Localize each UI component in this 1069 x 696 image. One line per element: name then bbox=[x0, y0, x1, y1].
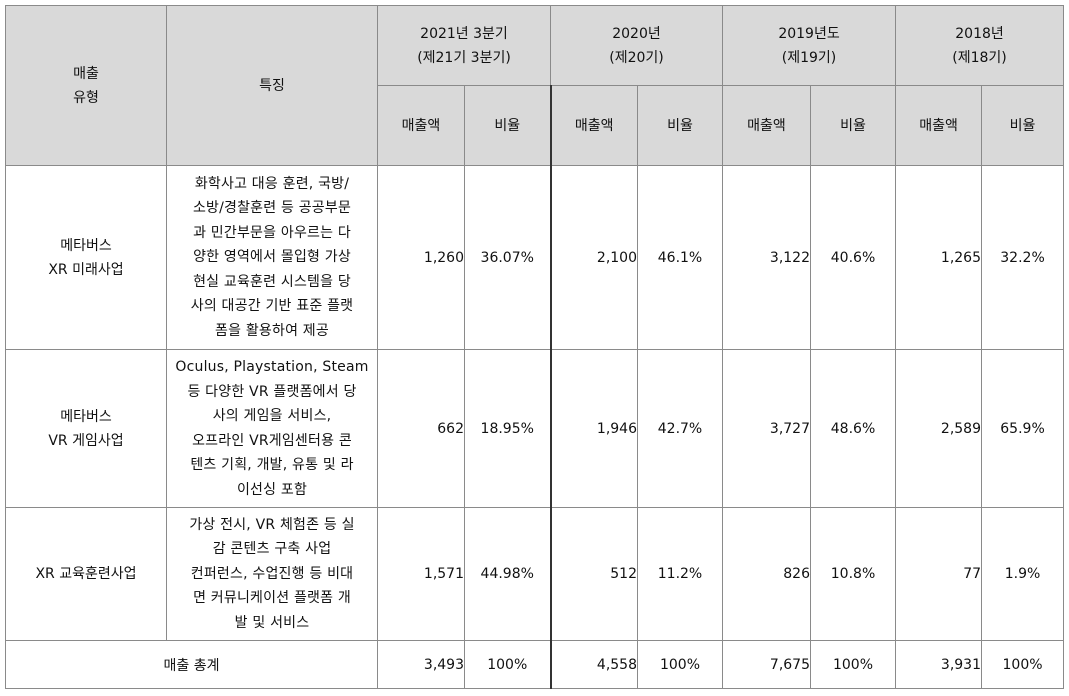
total-ratio: 100% bbox=[464, 640, 551, 689]
table-row: 메타버스 VR 게임사업 Oculus, Playstation, Steam … bbox=[5, 349, 1065, 508]
description-line: 소방/경찰훈련 등 공공부문 bbox=[192, 200, 352, 217]
ratio-cell: 1.9% bbox=[981, 507, 1065, 641]
ratio-cell: 40.6% bbox=[809, 165, 897, 350]
table-row: 메타버스 XR 미래사업 화학사고 대응 훈련, 국방/ 소방/경찰훈련 등 공… bbox=[5, 165, 1065, 350]
header-sales-amount: 매출액 bbox=[549, 85, 638, 166]
sales-amount-cell: 512 bbox=[549, 507, 638, 641]
header-period-2021q3: 2021년 3분기 (제21기 3분기) bbox=[377, 5, 551, 86]
header-sales-amount: 매출액 bbox=[377, 85, 465, 166]
period-term: (제21기 3분기) bbox=[417, 49, 511, 66]
description-line: 컨퍼런스, 수업진행 등 비대 bbox=[190, 565, 354, 582]
sales-amount-cell: 826 bbox=[722, 507, 811, 641]
description-line: 화학사고 대응 훈련, 국방/ bbox=[194, 175, 350, 192]
total-sales-amount: 3,931 bbox=[895, 640, 983, 689]
header-feature: 특징 bbox=[166, 5, 378, 166]
header-sales-type-line2: 유형 bbox=[73, 89, 99, 106]
description-line: 폼을 활용하여 제공 bbox=[215, 322, 329, 339]
header-ratio: 비율 bbox=[464, 85, 551, 166]
sales-amount-cell: 2,589 bbox=[895, 349, 983, 508]
ratio-cell: 48.6% bbox=[809, 349, 897, 508]
sales-type-line2: VR 게임사업 bbox=[48, 432, 124, 449]
feature-description: Oculus, Playstation, Steam 등 다양한 VR 플랫폼에… bbox=[166, 349, 378, 508]
description-line: Oculus, Playstation, Steam bbox=[175, 359, 369, 375]
total-sales-amount: 7,675 bbox=[722, 640, 811, 689]
sales-amount-cell: 2,100 bbox=[549, 165, 638, 350]
period-term: (제18기) bbox=[952, 49, 1007, 66]
header-period-2019: 2019년도 (제19기) bbox=[721, 5, 897, 86]
description-line: 등 다양한 VR 플랫폼에서 당 bbox=[187, 383, 357, 400]
description-line: 발 및 서비스 bbox=[234, 614, 310, 631]
description-line: 사의 대공간 기반 표준 플랫 bbox=[190, 298, 354, 315]
description-line: 과 민간부문을 아우르는 다 bbox=[193, 224, 351, 241]
header-sales-amount: 매출액 bbox=[895, 85, 983, 166]
description-line: 가상 전시, VR 체험존 등 실 bbox=[189, 516, 355, 533]
sales-type-line1: 메타버스 bbox=[60, 408, 112, 425]
header-period-2018: 2018년 (제18기) bbox=[895, 5, 1065, 86]
header-period-2020: 2020년 (제20기) bbox=[550, 5, 723, 86]
period-year: 2021년 3분기 bbox=[420, 25, 508, 42]
ratio-cell: 32.2% bbox=[981, 165, 1065, 350]
description-line: 사의 게임을 서비스, bbox=[212, 408, 332, 424]
ratio-cell: 11.2% bbox=[637, 507, 723, 641]
total-ratio: 100% bbox=[637, 640, 723, 689]
header-row-periods: 매출 유형 특징 2021년 3분기 (제21기 3분기) 2020년 (제20… bbox=[5, 5, 1065, 166]
header-ratio: 비율 bbox=[981, 85, 1065, 166]
ratio-cell: 65.9% bbox=[981, 349, 1065, 508]
period-year: 2020년 bbox=[612, 25, 661, 42]
sales-amount-cell: 1,260 bbox=[377, 165, 465, 350]
sales-type-cell: 메타버스 XR 미래사업 bbox=[5, 165, 167, 350]
ratio-cell: 42.7% bbox=[637, 349, 723, 508]
description-line: 텐츠 기획, 개발, 유통 및 라 bbox=[190, 457, 354, 473]
total-sales-amount: 4,558 bbox=[549, 640, 638, 689]
description-line: 오프라인 VR게임센터용 콘 bbox=[192, 432, 352, 449]
header-ratio: 비율 bbox=[809, 85, 897, 166]
feature-description: 화학사고 대응 훈련, 국방/ 소방/경찰훈련 등 공공부문 과 민간부문을 아… bbox=[166, 165, 378, 350]
description-line: 감 콘텐츠 구축 사업 bbox=[212, 541, 332, 558]
header-sales-type-line1: 매출 bbox=[73, 65, 99, 82]
sales-type-line2: XR 미래사업 bbox=[48, 261, 124, 278]
total-ratio: 100% bbox=[981, 640, 1065, 689]
sales-type-cell: XR 교육훈련사업 bbox=[5, 507, 167, 641]
total-ratio: 100% bbox=[809, 640, 897, 689]
feature-description: 가상 전시, VR 체험존 등 실 감 콘텐츠 구축 사업 컨퍼런스, 수업진행… bbox=[166, 507, 378, 641]
description-line: 이선싱 포함 bbox=[236, 481, 308, 498]
sales-by-type-table: 매출 유형 특징 2021년 3분기 (제21기 3분기) 2020년 (제20… bbox=[5, 5, 1065, 689]
header-sales-amount: 매출액 bbox=[722, 85, 811, 166]
sales-amount-cell: 1,265 bbox=[895, 165, 983, 350]
table-row: XR 교육훈련사업 가상 전시, VR 체험존 등 실 감 콘텐츠 구축 사업 … bbox=[5, 507, 1065, 641]
sales-amount-cell: 1,946 bbox=[549, 349, 638, 508]
ratio-cell: 36.07% bbox=[464, 165, 551, 350]
description-line: 면 커뮤니케이션 플랫폼 개 bbox=[193, 590, 351, 607]
total-label: 매출 총계 bbox=[5, 640, 378, 689]
ratio-cell: 18.95% bbox=[464, 349, 551, 508]
total-row: 매출 총계 3,493 100% 4,558 100% 7,675 100% 3… bbox=[5, 640, 1065, 689]
sales-amount-cell: 3,727 bbox=[722, 349, 811, 508]
ratio-cell: 44.98% bbox=[464, 507, 551, 641]
description-line: 양한 영역에서 몰입형 가상 bbox=[193, 249, 351, 266]
period-term: (제19기) bbox=[781, 49, 837, 66]
header-ratio: 비율 bbox=[637, 85, 723, 166]
header-row-metrics: 매출액 비율 매출액 비율 매출액 비율 매출액 비율 bbox=[6, 85, 1065, 166]
total-sales-amount: 3,493 bbox=[377, 640, 465, 689]
sales-amount-cell: 77 bbox=[895, 507, 983, 641]
period-year: 2018년 bbox=[955, 25, 1004, 42]
period-term: (제20기) bbox=[609, 49, 664, 66]
sales-amount-cell: 1,571 bbox=[377, 507, 465, 641]
ratio-cell: 10.8% bbox=[809, 507, 897, 641]
sales-amount-cell: 3,122 bbox=[722, 165, 811, 350]
description-line: 현실 교육훈련 시스템을 당 bbox=[193, 273, 351, 290]
sales-type-line1: 메타버스 bbox=[60, 237, 112, 254]
header-sales-type: 매출 유형 bbox=[5, 5, 167, 166]
sales-amount-cell: 662 bbox=[377, 349, 465, 508]
ratio-cell: 46.1% bbox=[637, 165, 723, 350]
sales-type-cell: 메타버스 VR 게임사업 bbox=[5, 349, 167, 508]
period-year: 2019년도 bbox=[778, 25, 840, 42]
